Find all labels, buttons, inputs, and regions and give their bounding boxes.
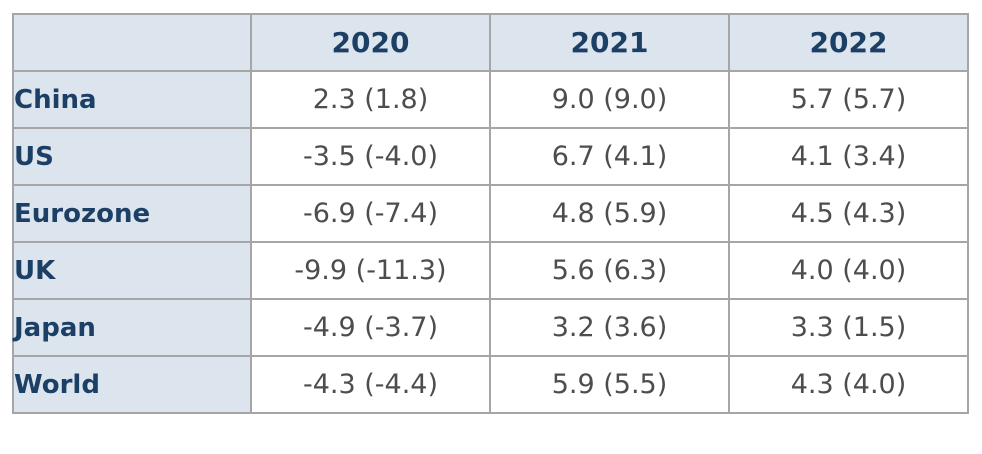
table-cell: -4.3 (-4.4) [250, 355, 491, 414]
forecast-table: 2020 2021 2022 China 2.3 (1.8) 9.0 (9.0)… [12, 13, 969, 414]
table-row: UK -9.9 (-11.3) 5.6 (6.3) 4.0 (4.0) [12, 241, 969, 300]
row-label-world: World [12, 355, 252, 414]
row-label-us: US [12, 127, 252, 186]
table-cell: 4.3 (4.0) [728, 355, 969, 414]
corner-cell [12, 13, 252, 72]
table-cell: 3.3 (1.5) [728, 298, 969, 357]
table-cell: 5.9 (5.5) [489, 355, 730, 414]
table-cell: 5.7 (5.7) [728, 70, 969, 129]
table-row: Japan -4.9 (-3.7) 3.2 (3.6) 3.3 (1.5) [12, 298, 969, 357]
header-row: 2020 2021 2022 [12, 13, 969, 72]
column-header-2020: 2020 [250, 13, 491, 72]
table-cell: 4.8 (5.9) [489, 184, 730, 243]
table-row: US -3.5 (-4.0) 6.7 (4.1) 4.1 (3.4) [12, 127, 969, 186]
row-label-japan: Japan [12, 298, 252, 357]
table-row: China 2.3 (1.8) 9.0 (9.0) 5.7 (5.7) [12, 70, 969, 129]
table-cell: -6.9 (-7.4) [250, 184, 491, 243]
table-cell: 5.6 (6.3) [489, 241, 730, 300]
table-row: World -4.3 (-4.4) 5.9 (5.5) 4.3 (4.0) [12, 355, 969, 414]
column-header-2021: 2021 [489, 13, 730, 72]
table-cell: 4.0 (4.0) [728, 241, 969, 300]
table-cell: -4.9 (-3.7) [250, 298, 491, 357]
table-cell: -9.9 (-11.3) [250, 241, 491, 300]
table-cell: 2.3 (1.8) [250, 70, 491, 129]
table-cell: 3.2 (3.6) [489, 298, 730, 357]
table-row: Eurozone -6.9 (-7.4) 4.8 (5.9) 4.5 (4.3) [12, 184, 969, 243]
table-cell: 9.0 (9.0) [489, 70, 730, 129]
row-label-uk: UK [12, 241, 252, 300]
column-header-2022: 2022 [728, 13, 969, 72]
table-cell: 4.1 (3.4) [728, 127, 969, 186]
table-cell: -3.5 (-4.0) [250, 127, 491, 186]
row-label-eurozone: Eurozone [12, 184, 252, 243]
table-cell: 4.5 (4.3) [728, 184, 969, 243]
row-label-china: China [12, 70, 252, 129]
table-cell: 6.7 (4.1) [489, 127, 730, 186]
